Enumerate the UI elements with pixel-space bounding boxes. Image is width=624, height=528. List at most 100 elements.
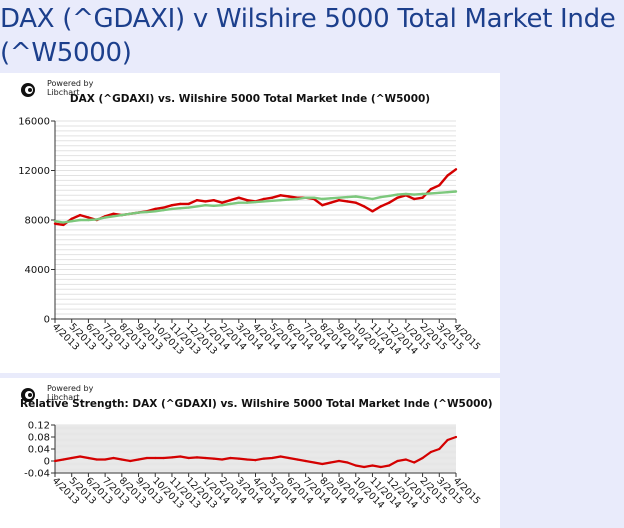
data-point (262, 197, 266, 201)
badge-line-1: Powered by (47, 384, 94, 393)
powered-by-badge: Powered by Libchart (20, 79, 100, 101)
data-point (254, 200, 257, 204)
data-point (212, 457, 215, 460)
data-point (162, 456, 165, 460)
data-point (346, 195, 349, 199)
data-point (129, 459, 132, 463)
data-point (379, 465, 382, 469)
data-point (362, 205, 366, 208)
data-point (229, 202, 232, 206)
data-point (354, 464, 357, 467)
data-point (279, 455, 282, 458)
data-point (438, 447, 441, 451)
data-point (438, 191, 441, 194)
data-point (362, 196, 366, 199)
data-point (421, 456, 424, 460)
y-tick-label: 4000 (25, 265, 50, 276)
data-point (220, 201, 224, 204)
page-title: DAX (^GDAXI) v Wilshire 5000 Total Marke… (0, 4, 616, 68)
data-point (187, 202, 190, 206)
data-point (279, 199, 282, 202)
data-point (404, 192, 408, 196)
data-point (396, 459, 399, 463)
data-point (404, 458, 407, 461)
data-point (70, 217, 73, 220)
data-point (212, 204, 215, 207)
data-point (112, 215, 115, 218)
data-point (371, 197, 374, 201)
badge-line-2: Libchart (47, 88, 80, 97)
data-point (95, 458, 98, 461)
data-point (271, 196, 274, 199)
data-point (79, 455, 82, 458)
data-point (212, 199, 215, 202)
data-point (388, 194, 391, 198)
data-point (204, 200, 207, 203)
data-point (296, 458, 299, 461)
y-tick-label: -0.04 (24, 469, 50, 480)
data-point (137, 458, 140, 461)
data-point (237, 196, 240, 199)
y-tick-label: 12000 (18, 166, 50, 177)
libchart-logo-icon (21, 388, 35, 402)
data-point (195, 199, 199, 202)
data-point (396, 196, 399, 199)
data-point (271, 456, 274, 460)
data-point (346, 461, 349, 464)
y-tick-label: 0 (44, 457, 50, 468)
data-point (154, 210, 157, 213)
data-point (229, 199, 232, 202)
data-point (187, 456, 190, 460)
data-point (379, 195, 382, 199)
data-point (329, 197, 332, 200)
data-point (287, 456, 290, 460)
data-point (129, 212, 132, 215)
data-point (245, 199, 249, 202)
data-point (421, 196, 424, 199)
main-chart-panel: Powered by Libchart DAX (^GDAXI) vs. Wils… (0, 73, 500, 373)
data-point (246, 458, 249, 461)
data-point (245, 201, 249, 204)
data-point (195, 456, 199, 459)
data-point (396, 193, 399, 196)
data-point (62, 221, 65, 224)
data-point (287, 198, 291, 201)
data-point (70, 456, 73, 460)
data-point (279, 194, 282, 197)
data-point (204, 456, 207, 460)
data-point (454, 168, 458, 171)
data-point (112, 212, 115, 215)
data-point (337, 199, 341, 202)
badge-line-1: Powered by (47, 79, 94, 88)
data-point (388, 464, 391, 467)
y-tick-label: 0.04 (28, 445, 50, 456)
data-point (162, 208, 165, 212)
data-point (371, 464, 374, 467)
data-point (388, 201, 391, 204)
data-point (87, 456, 90, 460)
data-point (454, 190, 458, 193)
relative-strength-panel: Powered by Libchart Relative Strength: DA… (0, 378, 500, 528)
data-point (220, 204, 224, 207)
data-point (120, 213, 124, 217)
data-point (262, 457, 265, 460)
data-point (237, 201, 240, 204)
y-tick-label: 0.08 (28, 433, 50, 444)
data-point (421, 192, 424, 196)
y-tick-label: 8000 (25, 216, 50, 227)
libchart-logo-icon (21, 83, 35, 97)
data-point (120, 458, 123, 461)
data-point (237, 457, 240, 460)
data-point (87, 216, 90, 219)
y-tick-label: 0 (44, 315, 50, 326)
data-point (321, 462, 324, 466)
data-point (321, 197, 324, 201)
data-point (145, 456, 148, 460)
data-point (78, 213, 82, 217)
data-point (337, 459, 341, 463)
data-point (145, 210, 149, 214)
data-point (103, 216, 107, 219)
powered-by-badge: Powered by Libchart (20, 384, 100, 406)
data-point (95, 218, 99, 221)
y-tick-label: 16000 (18, 117, 50, 128)
